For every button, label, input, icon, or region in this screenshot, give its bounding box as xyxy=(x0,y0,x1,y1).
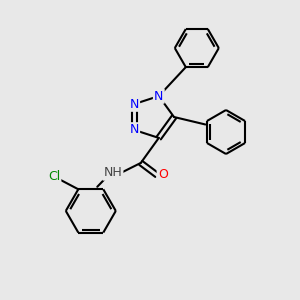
Text: Cl: Cl xyxy=(48,169,60,183)
Text: N: N xyxy=(154,90,164,103)
Text: NH: NH xyxy=(103,167,122,179)
Text: O: O xyxy=(158,168,168,182)
Text: N: N xyxy=(130,98,139,111)
Text: N: N xyxy=(130,123,139,136)
